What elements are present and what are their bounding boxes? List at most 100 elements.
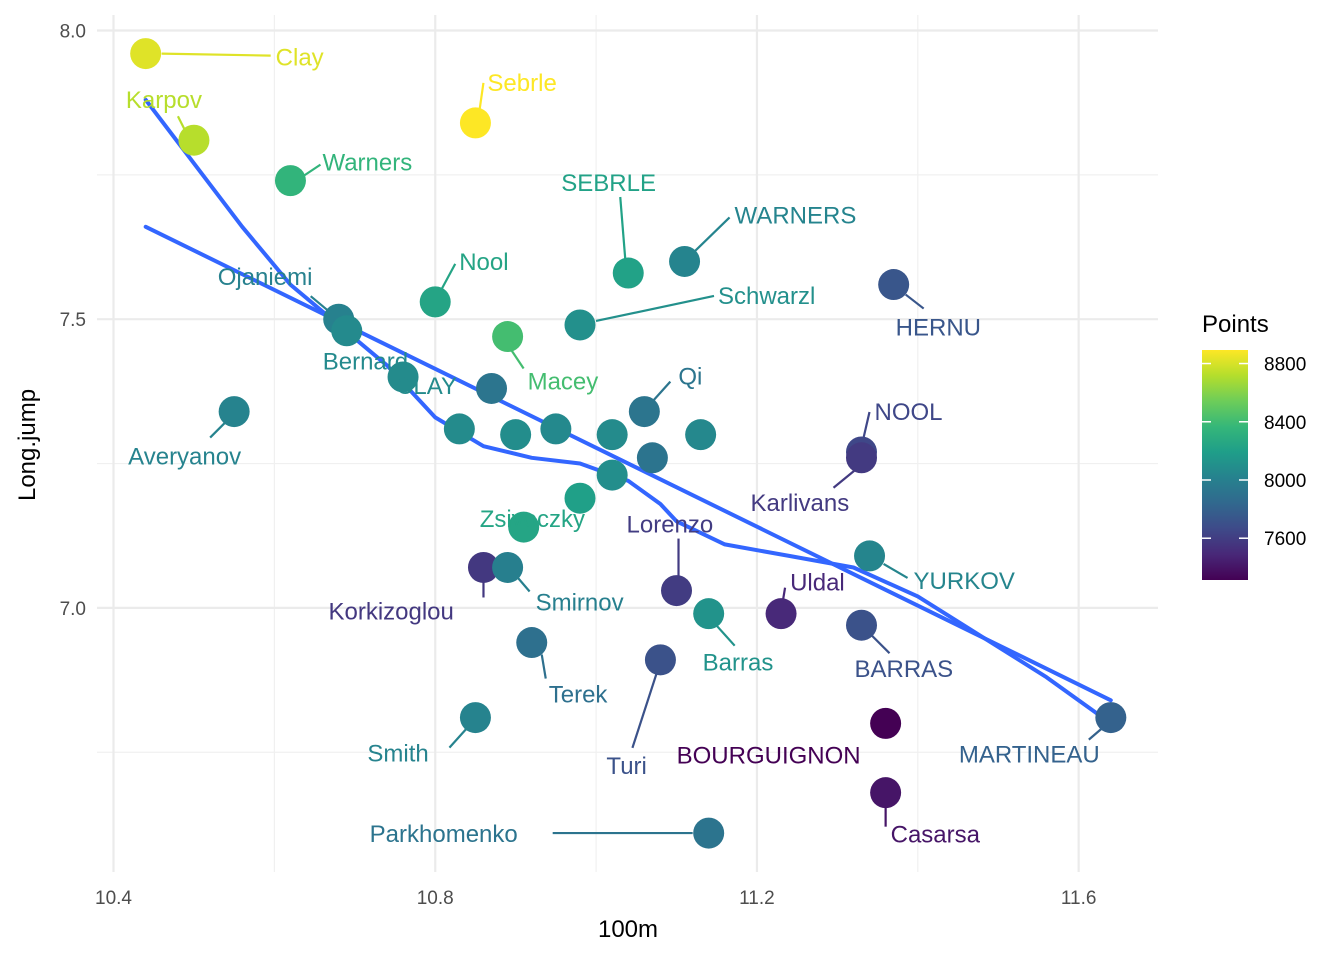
legend-tick-label: 8800 bbox=[1264, 355, 1306, 376]
label-connector bbox=[161, 52, 271, 57]
label-connector bbox=[510, 349, 525, 370]
legend-colorbar bbox=[1202, 350, 1248, 580]
point-label: Karpov bbox=[126, 87, 202, 114]
point-label: Zsivoczky bbox=[480, 506, 585, 533]
point-label: Smirnov bbox=[536, 589, 624, 616]
label-connector bbox=[1088, 726, 1104, 741]
point-label: Qi bbox=[678, 364, 702, 391]
label-connectors bbox=[161, 52, 1104, 835]
data-point bbox=[564, 482, 596, 514]
point-label: Lorenzo bbox=[627, 512, 714, 539]
legend-title: Points bbox=[1202, 311, 1269, 338]
point-label: NOOL bbox=[874, 399, 942, 426]
point-label: Barras bbox=[703, 650, 774, 677]
point-label: Warners bbox=[322, 150, 412, 177]
data-point bbox=[878, 269, 910, 301]
label-connector bbox=[781, 587, 787, 600]
label-connector bbox=[715, 624, 736, 647]
data-point bbox=[596, 459, 628, 491]
y-axis-title: Long.jump bbox=[14, 389, 41, 501]
y-tick-label: 7.5 bbox=[60, 310, 86, 331]
label-connector bbox=[478, 82, 485, 112]
data-point bbox=[765, 598, 797, 630]
data-points bbox=[130, 38, 1127, 849]
point-label: Parkhomenko bbox=[370, 821, 518, 848]
x-tick-label: 11.6 bbox=[1061, 888, 1097, 909]
label-connector bbox=[595, 294, 715, 323]
x-tick-label: 10.4 bbox=[95, 888, 132, 909]
y-tick-label: 8.0 bbox=[60, 22, 86, 43]
data-point bbox=[628, 396, 660, 428]
data-point bbox=[492, 321, 524, 353]
data-point bbox=[644, 644, 676, 676]
data-point bbox=[540, 413, 572, 445]
x-tick-label: 11.2 bbox=[739, 888, 775, 909]
data-point bbox=[845, 609, 877, 641]
data-point bbox=[459, 107, 491, 139]
point-label: Karlivans bbox=[750, 490, 849, 517]
point-label: MARTINEAU bbox=[959, 742, 1100, 769]
data-point bbox=[476, 372, 508, 404]
point-label: Sebrle bbox=[487, 70, 556, 97]
label-connector bbox=[862, 411, 871, 439]
point-labels: Clay Karpov Sebrle Warners SEBRLE WARNERS Nool… bbox=[126, 45, 1100, 849]
data-point bbox=[178, 124, 210, 156]
label-connector bbox=[631, 673, 658, 749]
label-connector bbox=[693, 216, 731, 253]
data-point bbox=[612, 257, 644, 289]
data-point bbox=[669, 245, 701, 277]
data-point bbox=[500, 419, 532, 451]
data-point bbox=[845, 442, 877, 474]
data-point bbox=[636, 442, 668, 474]
point-label: Turi bbox=[606, 753, 646, 780]
data-point bbox=[387, 361, 419, 393]
y-tick-label: 7.0 bbox=[60, 599, 86, 620]
legend-tick-label: 8000 bbox=[1264, 471, 1306, 492]
point-label: HERNU bbox=[896, 315, 981, 342]
axis-ticks: 10.4 10.8 11.2 11.6 7.0 7.5 8.0 bbox=[60, 22, 1097, 910]
data-point bbox=[516, 627, 548, 659]
label-connector bbox=[209, 420, 227, 439]
point-label: Uldal bbox=[790, 570, 845, 597]
data-point bbox=[1095, 702, 1127, 734]
label-connector bbox=[619, 196, 627, 260]
label-connector bbox=[904, 293, 925, 310]
label-connector bbox=[540, 654, 547, 679]
data-point bbox=[508, 511, 540, 543]
point-label: Averyanov bbox=[128, 444, 241, 471]
label-connector bbox=[516, 576, 531, 593]
data-point bbox=[870, 707, 902, 739]
point-label: Terek bbox=[549, 682, 609, 709]
label-connector bbox=[651, 380, 672, 403]
label-connector bbox=[301, 163, 322, 178]
point-label: BARRAS bbox=[854, 656, 953, 683]
data-point bbox=[130, 38, 162, 70]
point-label: BOURGUIGNON bbox=[677, 742, 861, 769]
point-label: SEBRLE bbox=[561, 170, 656, 197]
data-point bbox=[331, 315, 363, 347]
point-label: Casarsa bbox=[891, 822, 981, 849]
data-point bbox=[443, 413, 475, 445]
data-point bbox=[854, 540, 886, 572]
point-label: Smith bbox=[367, 741, 428, 768]
color-legend: Points 7600 8000 8400 8800 bbox=[1202, 311, 1306, 580]
x-axis-title: 100m bbox=[598, 916, 658, 943]
data-point bbox=[459, 702, 491, 734]
label-connector bbox=[440, 263, 457, 291]
point-label: Schwarzl bbox=[718, 283, 815, 310]
point-label: Clay bbox=[276, 45, 324, 72]
point-label: WARNERS bbox=[735, 202, 857, 229]
data-point bbox=[693, 598, 725, 630]
data-point bbox=[274, 165, 306, 197]
data-point bbox=[596, 419, 628, 451]
label-connector bbox=[832, 468, 857, 489]
data-point bbox=[218, 396, 250, 428]
point-label: Macey bbox=[528, 369, 599, 396]
point-label: Bernard bbox=[323, 349, 408, 376]
trend-line-linear bbox=[143, 224, 1113, 703]
point-label: Nool bbox=[459, 249, 508, 276]
x-tick-label: 10.8 bbox=[417, 888, 454, 909]
label-connector bbox=[448, 726, 469, 749]
data-point bbox=[564, 309, 596, 341]
